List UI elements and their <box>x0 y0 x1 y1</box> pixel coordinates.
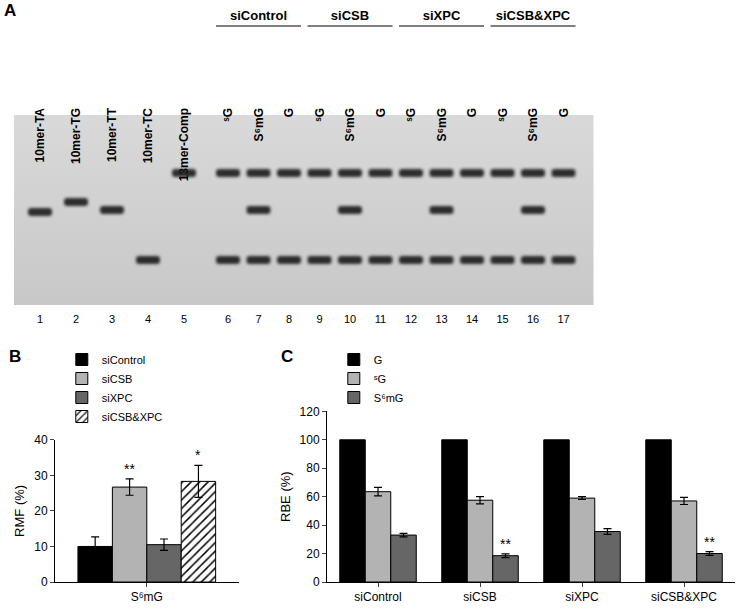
svg-text:**: ** <box>500 536 511 552</box>
svg-text:0: 0 <box>41 575 48 589</box>
svg-text:6: 6 <box>225 313 231 325</box>
svg-text:B: B <box>9 347 21 366</box>
svg-text:10mer-TT: 10mer-TT <box>105 107 119 162</box>
svg-text:RBE (%): RBE (%) <box>278 471 293 522</box>
svg-text:siControl: siControl <box>230 8 287 23</box>
svg-text:20: 20 <box>34 504 48 518</box>
svg-text:ˢG: ˢG <box>313 108 327 122</box>
svg-text:G: G <box>557 108 571 117</box>
svg-text:siXPC: siXPC <box>423 8 461 23</box>
svg-text:13: 13 <box>435 313 447 325</box>
svg-text:G: G <box>374 108 388 117</box>
svg-text:14: 14 <box>466 313 478 325</box>
svg-text:RMF (%): RMF (%) <box>12 485 27 537</box>
svg-text:**: ** <box>124 461 135 477</box>
svg-text:ˢG: ˢG <box>496 108 510 122</box>
svg-text:1: 1 <box>37 313 43 325</box>
svg-text:100: 100 <box>300 433 320 447</box>
svg-text:S⁶mG: S⁶mG <box>526 108 540 142</box>
svg-text:**: ** <box>704 534 715 550</box>
svg-text:30: 30 <box>34 469 48 483</box>
svg-text:20: 20 <box>306 547 320 561</box>
svg-text:siCSB&XPC: siCSB&XPC <box>102 411 163 423</box>
svg-text:siXPC: siXPC <box>565 590 599 604</box>
svg-text:S⁶mG: S⁶mG <box>374 392 404 404</box>
svg-text:8: 8 <box>286 313 292 325</box>
svg-text:16: 16 <box>527 313 539 325</box>
svg-text:ˢG: ˢG <box>404 108 418 122</box>
svg-text:80: 80 <box>306 461 320 475</box>
svg-text:*: * <box>195 447 201 463</box>
svg-text:siControl: siControl <box>102 354 145 366</box>
svg-text:siCSB&XPC: siCSB&XPC <box>651 590 717 604</box>
svg-text:10mer-TC: 10mer-TC <box>141 108 155 164</box>
svg-text:siXPC: siXPC <box>102 392 133 404</box>
svg-text:10mer-TA: 10mer-TA <box>33 108 47 163</box>
svg-text:40: 40 <box>306 518 320 532</box>
svg-text:10: 10 <box>34 540 48 554</box>
svg-text:C: C <box>281 347 293 366</box>
svg-text:11: 11 <box>375 313 386 325</box>
svg-text:G: G <box>465 108 479 117</box>
svg-text:siCSB&XPC: siCSB&XPC <box>496 8 571 23</box>
svg-text:siCSB: siCSB <box>102 373 133 385</box>
svg-text:10: 10 <box>344 313 356 325</box>
svg-text:S⁶mG: S⁶mG <box>343 108 357 142</box>
svg-text:G: G <box>374 354 383 366</box>
svg-text:S⁶mG: S⁶mG <box>131 590 163 604</box>
svg-text:siCSB: siCSB <box>331 8 369 23</box>
svg-text:ˢG: ˢG <box>221 108 235 122</box>
svg-text:5: 5 <box>181 313 187 325</box>
svg-text:7: 7 <box>255 313 261 325</box>
svg-text:siControl: siControl <box>354 590 401 604</box>
svg-text:13mer-Comp: 13mer-Comp <box>177 108 191 182</box>
svg-text:ˢG: ˢG <box>374 373 386 385</box>
svg-text:15: 15 <box>496 313 508 325</box>
svg-text:0: 0 <box>313 575 320 589</box>
svg-text:3: 3 <box>109 313 115 325</box>
svg-text:60: 60 <box>306 490 320 504</box>
svg-text:S⁶mG: S⁶mG <box>435 108 449 142</box>
svg-text:2: 2 <box>73 313 79 325</box>
svg-text:40: 40 <box>34 433 48 447</box>
svg-text:4: 4 <box>145 313 151 325</box>
svg-text:siCSB: siCSB <box>463 590 496 604</box>
svg-text:120: 120 <box>300 405 320 419</box>
svg-text:A: A <box>4 1 16 20</box>
svg-text:10mer-TG: 10mer-TG <box>69 108 83 164</box>
svg-text:17: 17 <box>557 313 569 325</box>
svg-text:S⁶mG: S⁶mG <box>252 108 266 142</box>
svg-text:9: 9 <box>316 313 322 325</box>
svg-text:G: G <box>282 108 296 117</box>
svg-text:12: 12 <box>405 313 417 325</box>
